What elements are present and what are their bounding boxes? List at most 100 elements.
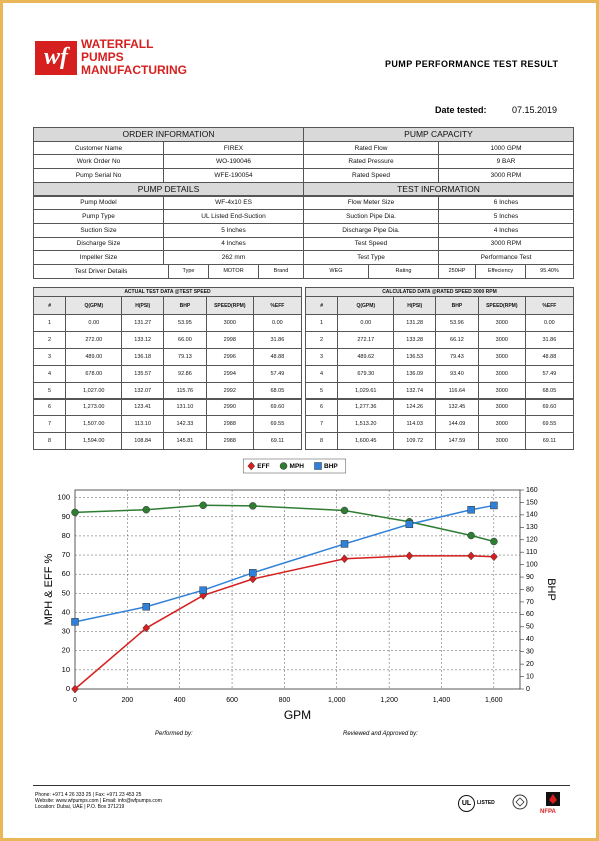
table-cell: MOTOR — [208, 264, 259, 279]
marker — [199, 586, 207, 594]
table-cell: 1 — [305, 314, 339, 332]
table-cell: 115.76 — [162, 381, 207, 400]
marker — [199, 501, 207, 510]
y2-tick-label: 70 — [526, 599, 534, 606]
table-cell: 3000 — [477, 415, 526, 434]
table-cell: 132.07 — [121, 381, 164, 400]
section-heading: PUMP CAPACITY — [303, 127, 574, 142]
marker — [405, 520, 414, 529]
table-cell: Suction Pipe Dia. — [303, 209, 439, 224]
marker — [249, 569, 257, 577]
table-cell: 69.11 — [524, 432, 574, 451]
table-cell: 31.86 — [252, 330, 302, 349]
y2-tick-label: 20 — [526, 661, 534, 668]
table-cell: 0.00 — [337, 314, 395, 332]
table-cell: 2990 — [205, 398, 254, 417]
table-cell: 147.59 — [434, 432, 479, 451]
y2-tick-label: 120 — [526, 537, 538, 544]
table-cell: WO-190046 — [163, 154, 304, 170]
table-cell: 1,594.00 — [65, 432, 123, 451]
column-header: # — [305, 296, 339, 315]
y2-tick-label: 160 — [526, 487, 538, 494]
marker — [279, 462, 288, 470]
column-header: SPEED(RPM) — [205, 296, 254, 315]
x-tick-label: 600 — [226, 697, 238, 704]
table-cell: 4 — [305, 364, 339, 383]
table-cell: 114.03 — [393, 415, 436, 434]
marker — [142, 603, 150, 611]
y-tick-label: 90 — [62, 512, 70, 521]
marker — [490, 501, 498, 510]
table-cell: 3000 — [477, 364, 526, 383]
table-cell: 9 BAR — [438, 154, 574, 170]
x-tick-label: 400 — [174, 697, 186, 704]
marker — [340, 540, 349, 548]
table-cell: 1,507.00 — [65, 415, 123, 434]
table-cell: 3000 RPM — [438, 168, 574, 183]
table-cell: Work Order No — [33, 154, 164, 170]
table-cell: 2 — [33, 330, 67, 349]
footer-rule — [33, 785, 570, 786]
x-tick-label: 1,200 — [380, 697, 398, 704]
column-header: # — [33, 296, 67, 315]
marker — [71, 508, 79, 517]
nfpa-label: NFPA — [540, 809, 556, 815]
table-cell: 53.95 — [162, 314, 207, 332]
table-cell: Suction Size — [33, 222, 164, 238]
marker — [405, 551, 414, 561]
y-tick-label: 50 — [62, 588, 70, 597]
marker — [467, 531, 475, 540]
table-cell: 1,513.20 — [337, 415, 395, 434]
contact-line: Website: www.wfpumps.com | Email: info@w… — [35, 798, 162, 804]
date-value: 07.15.2019 — [512, 105, 558, 115]
table-cell: 135.57 — [121, 364, 164, 383]
table-cell: Performance Test — [438, 250, 574, 265]
table-cell: 145.81 — [162, 432, 207, 451]
series-line — [74, 555, 494, 690]
section-heading: ORDER INFORMATION — [33, 127, 304, 142]
table-cell: Brand — [258, 264, 304, 279]
document-title: PUMP PERFORMANCE TEST RESULT — [385, 59, 559, 69]
table-cell: 69.11 — [252, 432, 302, 451]
y-tick-label: 0 — [66, 684, 70, 693]
table-cell: FIREX — [163, 140, 304, 156]
chart: 0 10 20 30 40 50 60 70 80 90 100 0 10 20 30 40 50 60 70 80 9… — [43, 458, 557, 722]
plot-area — [74, 489, 521, 690]
y2-tick-label: 80 — [526, 586, 534, 593]
table-cell: 3000 — [477, 381, 526, 400]
table-cell: 3000 — [477, 432, 526, 451]
x-tick-label: 1,600 — [485, 697, 503, 704]
table-cell: Discharge Size — [33, 236, 164, 252]
table-cell: 2988 — [205, 415, 254, 434]
y-tick-label: 40 — [62, 607, 70, 616]
column-header: BHP — [434, 296, 479, 315]
table-cell: Pump Model — [33, 195, 164, 211]
table-cell: 113.10 — [121, 415, 164, 434]
table-cell: 3000 — [205, 314, 254, 332]
marker — [71, 684, 79, 694]
table-cell: 6 — [33, 398, 67, 417]
column-header: Q(GPM) — [65, 296, 123, 315]
x-tick-label: 1,400 — [433, 697, 451, 704]
table-cell: 262 mm — [163, 250, 304, 265]
y2-axis-title: BHP — [545, 578, 557, 601]
table-cell: 68.05 — [524, 381, 574, 400]
table-cell: 1000 GPM — [438, 140, 574, 156]
table-cell: 95.40% — [525, 264, 574, 279]
legend-label: MPH — [290, 463, 305, 470]
table-cell: 66.00 — [162, 330, 207, 349]
table-cell: 1,273.00 — [65, 398, 123, 417]
y2-tick-label: 100 — [526, 561, 538, 568]
table-cell: 93.40 — [434, 364, 479, 383]
table-cell: 0.00 — [524, 314, 574, 332]
table-cell: 1,029.61 — [337, 381, 395, 400]
table-cell: WFE-190054 — [163, 168, 304, 183]
table-cell: 133.12 — [121, 330, 164, 349]
table-cell: 8 — [33, 432, 67, 451]
table-cell: 4 — [33, 364, 67, 383]
table-cell: 6 — [305, 398, 339, 417]
table-cell: 1 — [33, 314, 67, 332]
y-tick-label: 30 — [62, 627, 70, 636]
x-tick-label: 1,000 — [328, 697, 346, 704]
